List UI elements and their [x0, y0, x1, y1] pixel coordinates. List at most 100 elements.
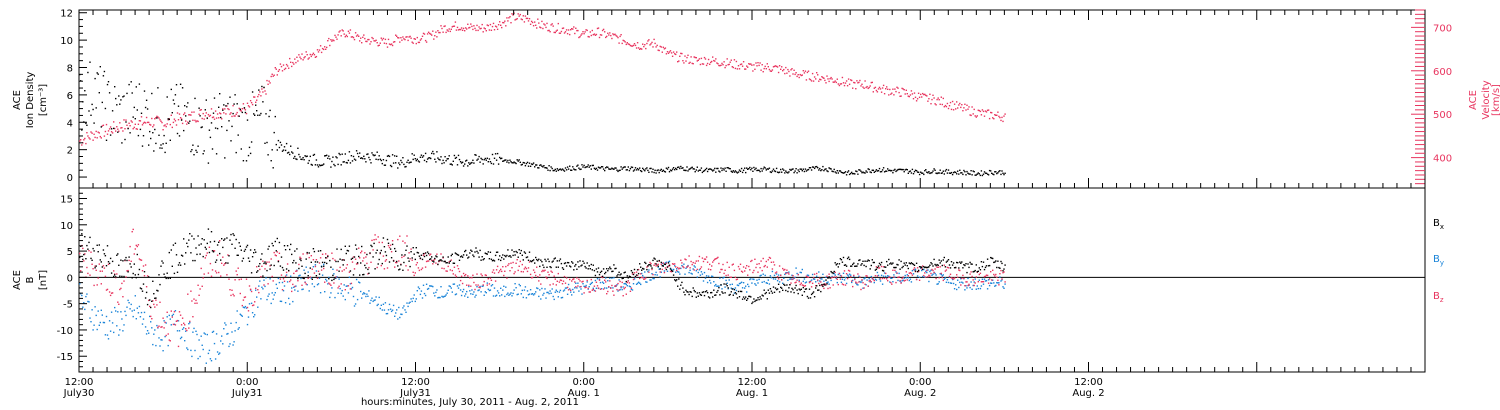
density-point	[280, 144, 283, 146]
bx-point	[974, 269, 976, 272]
density-point	[844, 171, 847, 173]
by-point	[567, 283, 570, 286]
velocity-point	[751, 64, 753, 66]
bz-point	[586, 279, 588, 282]
by-point	[782, 282, 784, 284]
velocity-point	[231, 115, 233, 118]
density-point	[838, 170, 841, 172]
bx-point	[165, 277, 167, 280]
density-point	[171, 112, 173, 114]
bx-point	[337, 260, 339, 263]
density-point	[731, 171, 733, 173]
bz-point	[491, 271, 494, 273]
by-point	[746, 291, 748, 293]
density-point	[404, 166, 406, 168]
bz-point	[576, 277, 578, 279]
density-point	[509, 159, 511, 161]
bz-point	[594, 290, 597, 292]
bx-point	[497, 258, 500, 261]
bx-point	[978, 267, 980, 269]
bx-point	[534, 262, 536, 264]
bx-point	[476, 250, 478, 253]
by-point	[723, 276, 725, 278]
velocity-point	[706, 62, 709, 65]
velocity-point	[791, 68, 793, 70]
by-point	[879, 280, 882, 282]
bx-point	[102, 249, 105, 251]
bz-point	[670, 271, 673, 273]
velocity-point	[418, 41, 421, 44]
bx-point	[262, 275, 264, 277]
bz-point	[872, 278, 874, 281]
bz-point	[650, 263, 652, 265]
bx-point	[302, 277, 304, 279]
bz-point	[610, 287, 612, 289]
density-point	[506, 161, 508, 163]
bx-point	[651, 267, 653, 269]
bz-point	[79, 252, 81, 255]
density-point	[489, 161, 492, 163]
density-point	[277, 139, 280, 142]
by-point	[517, 293, 519, 295]
velocity-point	[575, 27, 577, 29]
bz-point	[893, 276, 895, 278]
density-point	[358, 155, 360, 158]
bx-point	[838, 263, 841, 265]
bz-point	[354, 258, 357, 260]
bx-point	[160, 265, 162, 267]
by-point	[914, 268, 917, 270]
velocity-point	[477, 29, 479, 32]
density-point	[475, 154, 477, 156]
velocity-point	[820, 79, 822, 81]
by-point	[81, 294, 83, 297]
bz-point	[422, 254, 425, 256]
velocity-point	[583, 33, 585, 35]
velocity-point	[941, 103, 943, 106]
bx-point	[527, 259, 530, 261]
bx-point	[244, 248, 247, 251]
density-point	[725, 170, 727, 172]
bz-point	[467, 275, 469, 277]
velocity-point	[742, 61, 745, 63]
bz-point	[461, 282, 464, 285]
by-point	[215, 333, 218, 335]
density-point	[713, 169, 715, 171]
velocity-point	[689, 61, 691, 64]
density-label-line2: Ion Density	[25, 72, 36, 129]
velocity-point	[852, 87, 854, 89]
velocity-point	[579, 36, 581, 38]
bx-point	[442, 256, 444, 258]
by-point	[106, 334, 109, 336]
density-point	[255, 104, 257, 106]
density-point	[972, 170, 974, 172]
density-point	[566, 166, 569, 168]
by-point	[118, 334, 120, 336]
velocity-point	[612, 33, 614, 35]
velocity-point	[913, 92, 916, 94]
density-point	[246, 119, 249, 121]
velocity-point	[467, 23, 469, 25]
density-point	[332, 156, 334, 158]
velocity-point	[328, 37, 330, 40]
density-point	[651, 171, 653, 173]
bz-point	[822, 284, 824, 286]
density-point	[474, 154, 476, 156]
bx-point	[226, 237, 228, 239]
velocity-point	[154, 118, 156, 120]
by-point	[775, 273, 778, 275]
bz-point	[939, 266, 941, 268]
velocity-point	[191, 111, 193, 113]
bx-point	[142, 283, 145, 285]
by-point	[263, 279, 265, 281]
velocity-point	[271, 73, 273, 75]
bz-point	[551, 271, 553, 273]
bx-point	[774, 287, 777, 289]
bx-point	[691, 295, 693, 298]
density-point	[979, 174, 982, 177]
bx-point	[572, 262, 574, 264]
bx-point	[810, 293, 813, 296]
by-point	[93, 324, 95, 326]
velocity-point	[104, 130, 107, 133]
velocity-point	[627, 43, 629, 45]
bx-point	[950, 261, 953, 263]
